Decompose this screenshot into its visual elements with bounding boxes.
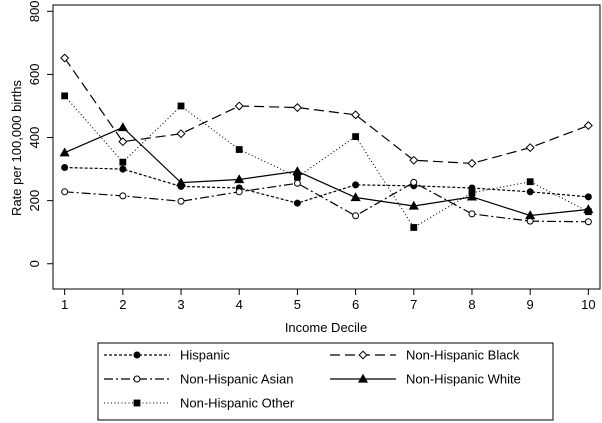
data-point	[292, 166, 303, 175]
data-point	[584, 218, 592, 226]
data-point	[526, 178, 534, 186]
y-tick-label: 600	[27, 64, 42, 86]
legend-item: Non-Hispanic White	[330, 372, 521, 387]
legend-label: Non-Hispanic Other	[180, 396, 295, 411]
data-point	[117, 122, 128, 132]
series-non-hispanic-black	[60, 53, 593, 168]
y-tick-label: 400	[27, 127, 42, 149]
x-tick-label: 5	[294, 297, 301, 312]
data-point	[235, 188, 243, 196]
y-tick-label: 200	[27, 190, 42, 212]
data-point	[234, 101, 244, 111]
data-point	[175, 177, 187, 187]
data-point	[351, 110, 361, 120]
data-point	[235, 146, 243, 153]
data-point	[350, 192, 361, 202]
x-tick-label: 4	[236, 297, 243, 312]
legend-marker	[133, 351, 141, 359]
data-point	[292, 103, 302, 113]
data-point	[409, 155, 419, 165]
data-point	[119, 192, 127, 200]
legend-label: Non-Hispanic White	[406, 372, 521, 387]
data-point	[177, 102, 185, 110]
series-non-hispanic-asian	[61, 178, 592, 226]
data-point	[61, 92, 69, 100]
legend-item: Non-Hispanic Other	[104, 396, 295, 411]
data-point	[119, 158, 127, 166]
x-tick-label: 9	[527, 297, 534, 312]
data-point	[59, 147, 70, 157]
x-tick-label: 7	[410, 297, 417, 312]
data-point	[584, 193, 592, 201]
legend-marker	[133, 375, 141, 383]
data-point	[410, 224, 418, 231]
series-non-hispanic-white	[59, 122, 594, 220]
legend-item: Hispanic	[104, 348, 230, 363]
data-point	[525, 210, 536, 220]
data-point	[466, 191, 478, 201]
data-point	[61, 188, 69, 196]
data-point	[293, 179, 301, 187]
legend-label: Non-Hispanic Asian	[180, 372, 293, 387]
data-point	[294, 173, 301, 181]
data-point	[293, 199, 301, 207]
data-point	[526, 188, 534, 196]
plot-frame	[52, 4, 601, 290]
plot-layer: 0 200 400 600 800 1 2 3 4 5 6 7 8 9 10	[27, 0, 601, 312]
x-axis-title: Income Decile	[285, 320, 367, 335]
data-point	[468, 189, 476, 197]
data-point	[468, 210, 476, 218]
legend-marker	[357, 373, 369, 383]
legend-item: Non-Hispanic Black	[330, 348, 520, 363]
series-line	[64, 126, 589, 217]
data-point	[584, 208, 592, 216]
data-point	[525, 143, 535, 153]
y-axis-title: Rate per 100,000 births	[9, 80, 24, 216]
x-tick-label: 10	[581, 297, 595, 312]
x-tick-label: 6	[352, 297, 359, 312]
data-point	[410, 178, 418, 186]
x-tick-label: 1	[61, 297, 68, 312]
x-tick-label: 3	[177, 297, 184, 312]
legend-box	[97, 342, 554, 421]
data-point	[61, 164, 69, 172]
series-line	[64, 95, 589, 229]
x-tick-label: 2	[119, 297, 126, 312]
data-point	[177, 197, 185, 205]
legend-marker	[133, 399, 141, 407]
series-line	[64, 57, 589, 165]
data-point	[352, 181, 360, 189]
data-point	[234, 174, 245, 184]
data-point	[352, 212, 360, 220]
series-line	[64, 166, 589, 204]
legend-marker	[358, 350, 368, 360]
data-point	[119, 165, 127, 173]
data-point	[408, 200, 419, 210]
legend-label: Hispanic	[180, 348, 230, 363]
data-point	[583, 121, 593, 131]
y-tick-label: 800	[27, 0, 42, 22]
x-tick-label: 8	[468, 297, 475, 312]
data-point	[118, 137, 128, 147]
legend-label: Non-Hispanic Black	[406, 348, 520, 363]
y-tick-label: 0	[27, 260, 42, 267]
data-point	[352, 133, 359, 140]
legend-item: Non-Hispanic Asian	[104, 372, 293, 387]
series-line	[64, 181, 589, 223]
series-non-hispanic-other	[61, 92, 592, 231]
data-point	[467, 158, 477, 168]
data-point	[60, 53, 70, 63]
legend: Hispanic Non-Hispanic Black Non-Hispanic A…	[97, 342, 554, 421]
data-point	[176, 129, 186, 139]
